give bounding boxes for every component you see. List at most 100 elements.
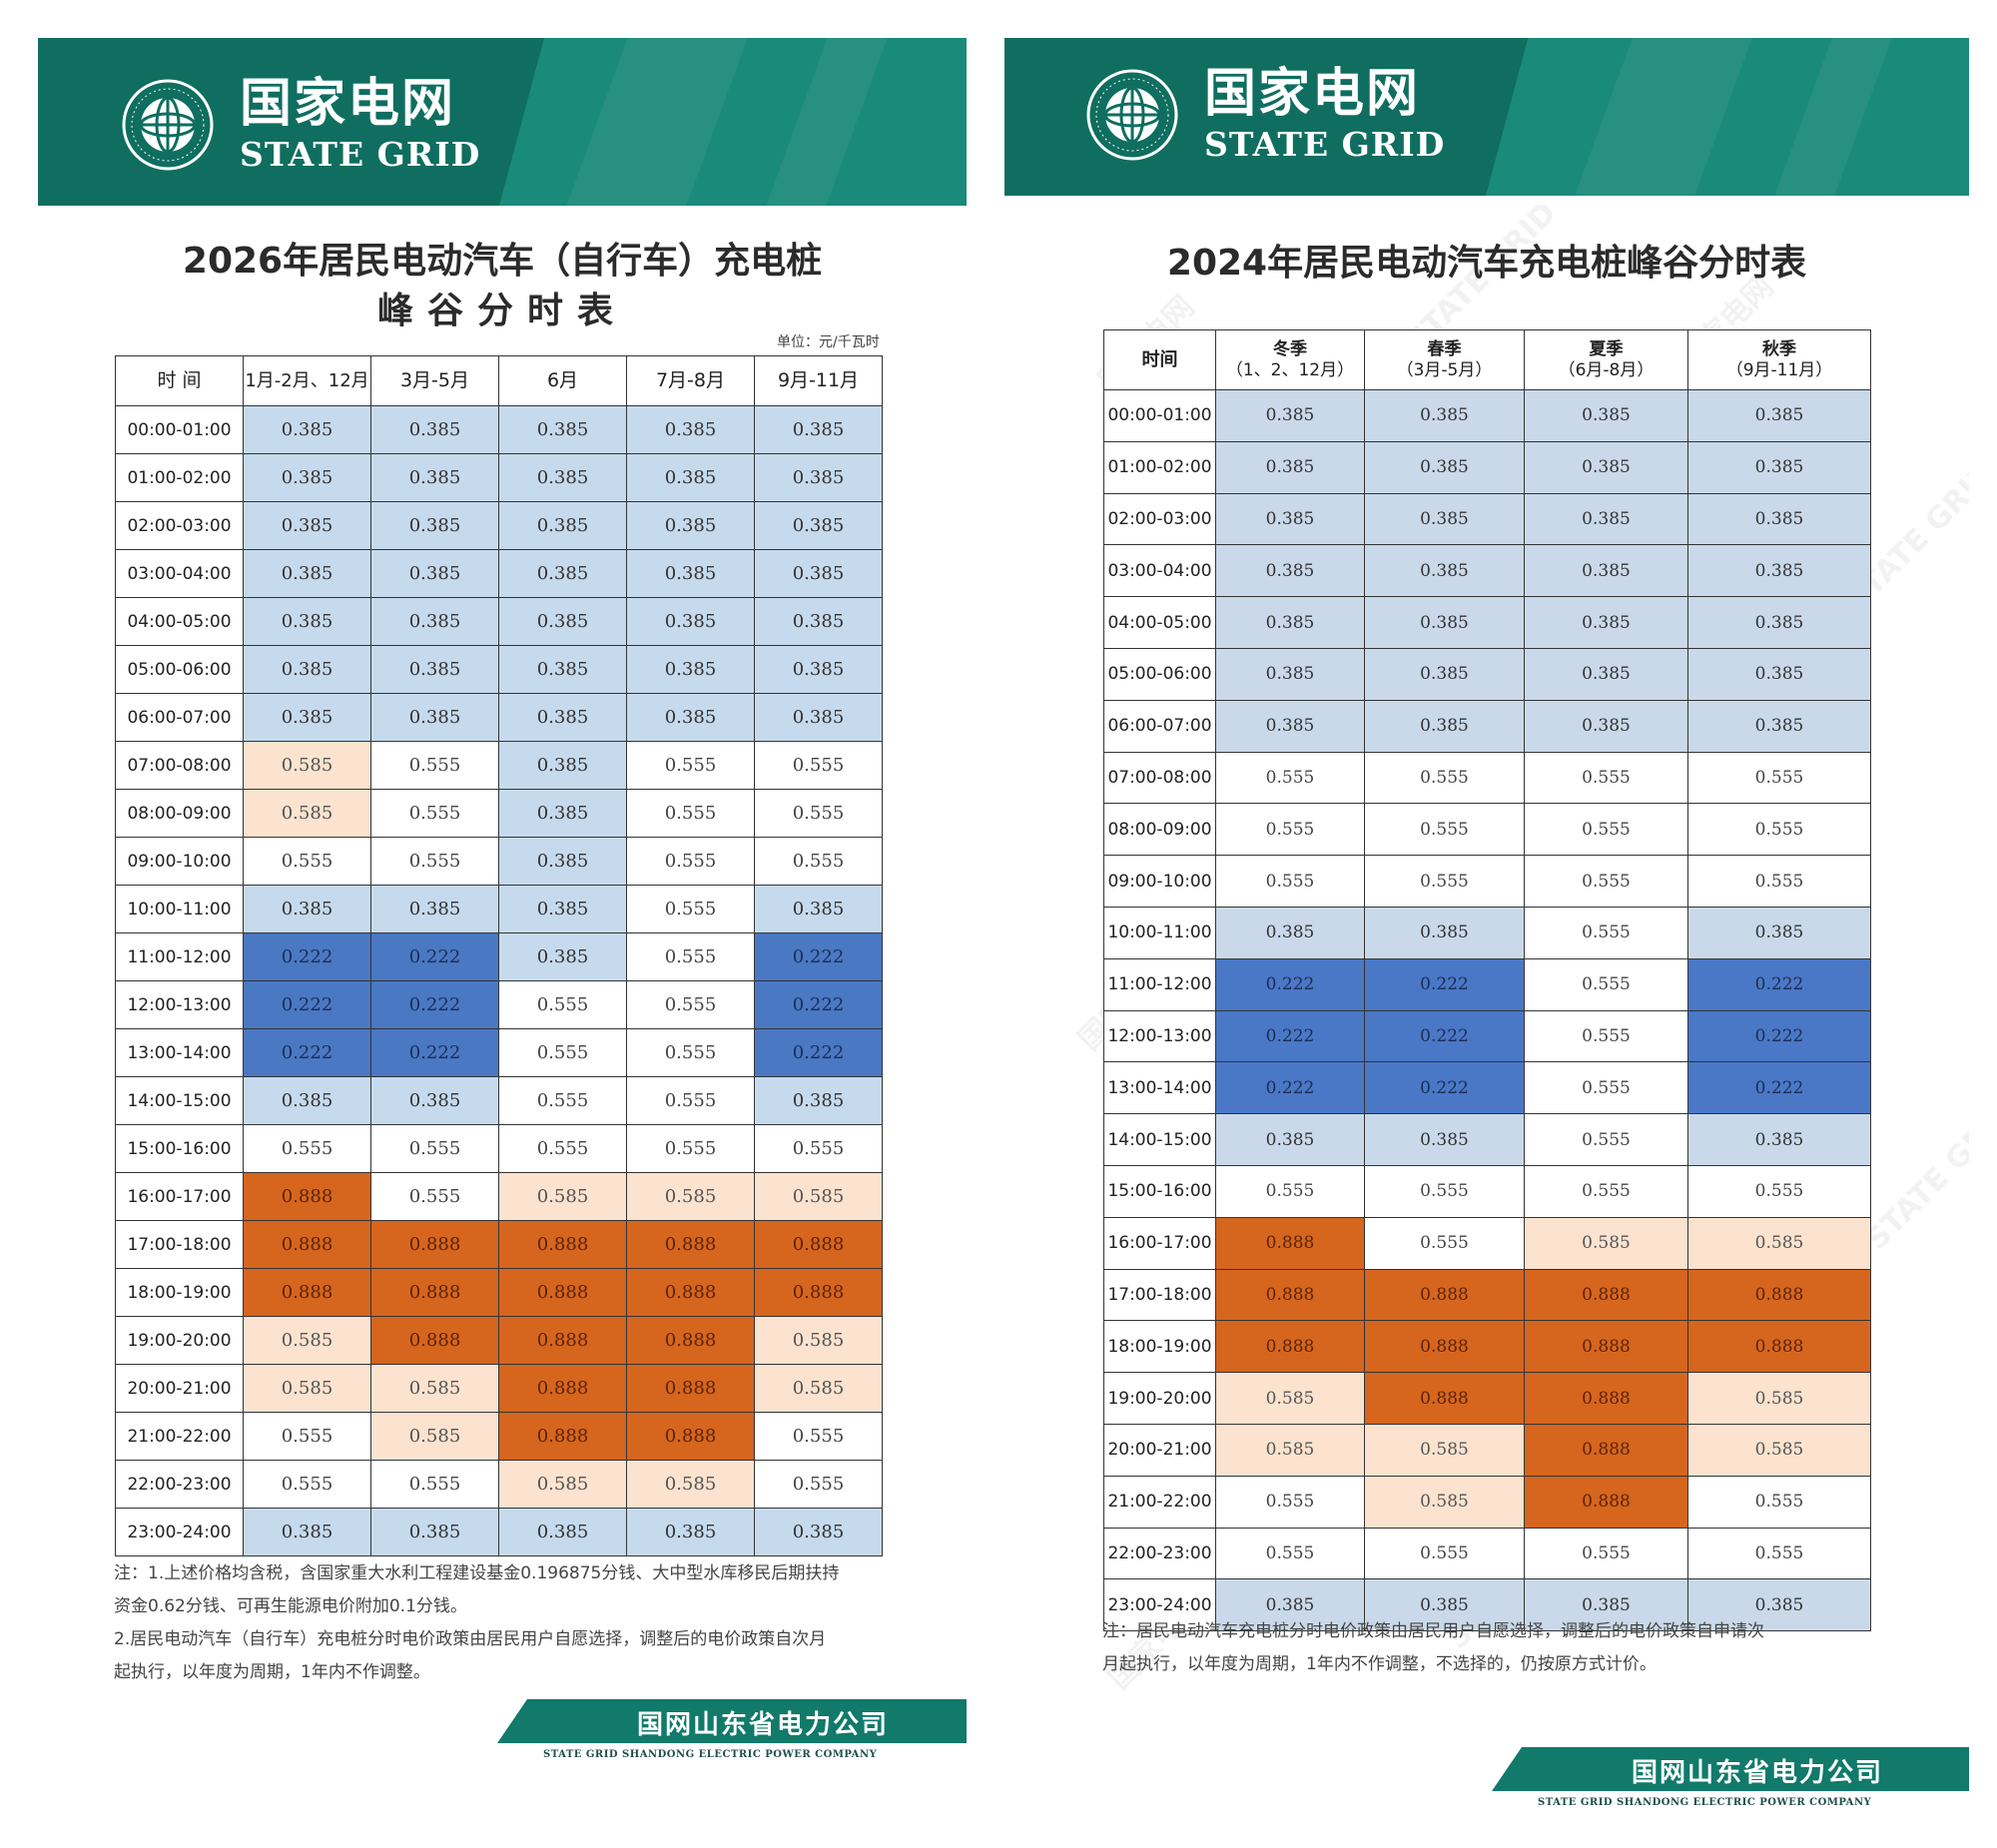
left-price-cell: 0.555 bbox=[626, 885, 755, 933]
left-price-cell: 0.555 bbox=[626, 789, 755, 838]
left-price-cell: 0.385 bbox=[370, 693, 499, 742]
left-price-cell: 0.385 bbox=[626, 645, 755, 694]
right-price-cell: 0.385 bbox=[1524, 1578, 1688, 1632]
left-price-cell: 0.888 bbox=[243, 1268, 371, 1317]
left-price-cell: 0.555 bbox=[626, 1076, 755, 1125]
right-table-row: 20:00-21:00 0.585 0.585 0.888 0.585 bbox=[1103, 1423, 1871, 1477]
left-price-cell: 0.385 bbox=[243, 693, 371, 742]
left-price-cell: 0.585 bbox=[754, 1172, 883, 1221]
left-price-cell: 0.385 bbox=[370, 885, 499, 933]
left-price-cell: 0.222 bbox=[754, 932, 883, 981]
right-time-cell: 07:00-08:00 bbox=[1103, 751, 1216, 805]
left-footer-company-en: STATE GRID SHANDONG ELECTRIC POWER COMPA… bbox=[543, 1749, 878, 1760]
left-price-cell: 0.888 bbox=[626, 1268, 755, 1317]
right-price-cell: 0.385 bbox=[1524, 389, 1688, 442]
left-price-cell: 0.222 bbox=[370, 1028, 499, 1077]
right-price-cell: 0.585 bbox=[1215, 1372, 1365, 1425]
right-price-cell: 0.555 bbox=[1524, 1061, 1688, 1115]
left-footer-band-shape bbox=[497, 1699, 967, 1743]
right-logo-cn: 国家电网 bbox=[1204, 64, 1421, 124]
right-price-cell: 0.385 bbox=[1364, 389, 1525, 442]
right-price-cell: 0.222 bbox=[1687, 1061, 1871, 1115]
left-price-cell: 0.555 bbox=[626, 741, 755, 790]
right-time-cell: 17:00-18:00 bbox=[1103, 1268, 1216, 1322]
right-price-cell: 0.385 bbox=[1524, 492, 1688, 546]
left-price-cell: 0.888 bbox=[754, 1220, 883, 1269]
left-table-row: 07:00-08:00 0.585 0.555 0.385 0.555 0.555 bbox=[115, 741, 883, 790]
left-table-row: 10:00-11:00 0.385 0.385 0.385 0.555 0.385 bbox=[115, 885, 883, 933]
right-time-cell: 10:00-11:00 bbox=[1103, 906, 1216, 959]
right-price-cell: 0.555 bbox=[1215, 1475, 1365, 1529]
left-price-cell: 0.888 bbox=[370, 1316, 499, 1365]
right-price-cell: 0.555 bbox=[1364, 751, 1525, 805]
left-time-cell: 06:00-07:00 bbox=[115, 693, 244, 742]
left-price-cell: 0.385 bbox=[754, 549, 883, 598]
right-table-row: 16:00-17:00 0.888 0.555 0.585 0.585 bbox=[1103, 1216, 1871, 1270]
left-price-cell: 0.555 bbox=[370, 837, 499, 886]
left-table-row: 04:00-05:00 0.385 0.385 0.385 0.385 0.385 bbox=[115, 597, 883, 646]
left-time-cell: 09:00-10:00 bbox=[115, 837, 244, 886]
left-price-cell: 0.385 bbox=[370, 597, 499, 646]
left-header-jul-aug: 7月-8月 bbox=[626, 355, 755, 406]
left-price-cell: 0.385 bbox=[626, 597, 755, 646]
right-table-row: 15:00-16:00 0.555 0.555 0.555 0.555 bbox=[1103, 1164, 1871, 1218]
right-price-cell: 0.888 bbox=[1524, 1372, 1688, 1425]
left-price-cell: 0.555 bbox=[626, 932, 755, 981]
right-price-cell: 0.888 bbox=[1524, 1320, 1688, 1374]
left-logo-en: STATE GRID bbox=[240, 135, 481, 174]
left-table-row: 02:00-03:00 0.385 0.385 0.385 0.385 0.385 bbox=[115, 501, 883, 550]
left-price-cell: 0.585 bbox=[626, 1172, 755, 1221]
right-price-cell: 0.888 bbox=[1364, 1268, 1525, 1322]
right-banner: 国家电网 STATE GRID bbox=[1004, 38, 1969, 196]
left-price-cell: 0.585 bbox=[754, 1364, 883, 1413]
left-price-cell: 0.385 bbox=[754, 1508, 883, 1556]
left-price-cell: 0.555 bbox=[626, 980, 755, 1029]
right-table-row: 07:00-08:00 0.555 0.555 0.555 0.555 bbox=[1103, 751, 1871, 805]
right-table-row: 08:00-09:00 0.555 0.555 0.555 0.555 bbox=[1103, 803, 1871, 857]
left-rate-table: 时 间 1月-2月、12月 3月-5月 6月 7月-8月 9月-11月 00:0… bbox=[115, 355, 883, 1556]
left-table-row: 00:00-01:00 0.385 0.385 0.385 0.385 0.385 bbox=[115, 405, 883, 454]
left-price-cell: 0.385 bbox=[243, 645, 371, 694]
right-price-cell: 0.385 bbox=[1215, 544, 1365, 598]
left-price-cell: 0.555 bbox=[243, 837, 371, 886]
right-title: 2024年居民电动汽车充电桩峰谷分时表 bbox=[1166, 243, 1807, 284]
left-price-cell: 0.888 bbox=[626, 1316, 755, 1365]
right-header-summer: 夏季 （6月-8月） bbox=[1524, 329, 1688, 390]
right-price-cell: 0.888 bbox=[1524, 1423, 1688, 1477]
right-price-cell: 0.555 bbox=[1215, 751, 1365, 805]
right-time-cell: 01:00-02:00 bbox=[1103, 440, 1216, 494]
right-price-cell: 0.385 bbox=[1215, 440, 1365, 494]
right-price-cell: 0.585 bbox=[1687, 1216, 1871, 1270]
right-price-cell: 0.385 bbox=[1364, 699, 1525, 753]
right-table-row: 23:00-24:00 0.385 0.385 0.385 0.385 bbox=[1103, 1578, 1871, 1632]
left-time-cell: 03:00-04:00 bbox=[115, 549, 244, 598]
left-price-cell: 0.385 bbox=[370, 501, 499, 550]
right-price-cell: 0.222 bbox=[1215, 1009, 1365, 1063]
left-table-row: 21:00-22:00 0.555 0.585 0.888 0.888 0.555 bbox=[115, 1412, 883, 1461]
left-price-cell: 0.385 bbox=[243, 453, 371, 502]
right-price-cell: 0.385 bbox=[1215, 647, 1365, 701]
left-price-cell: 0.385 bbox=[498, 645, 627, 694]
right-footer-company-en: STATE GRID SHANDONG ELECTRIC POWER COMPA… bbox=[1538, 1797, 1872, 1808]
right-price-cell: 0.585 bbox=[1364, 1423, 1525, 1477]
right-price-cell: 0.385 bbox=[1215, 906, 1365, 959]
left-price-cell: 0.585 bbox=[370, 1364, 499, 1413]
left-price-cell: 0.585 bbox=[498, 1172, 627, 1221]
right-time-cell: 22:00-23:00 bbox=[1103, 1527, 1216, 1580]
left-table-row: 11:00-12:00 0.222 0.222 0.385 0.555 0.222 bbox=[115, 932, 883, 981]
left-table-row: 14:00-15:00 0.385 0.385 0.555 0.555 0.385 bbox=[115, 1076, 883, 1125]
right-table-row: 04:00-05:00 0.385 0.385 0.385 0.385 bbox=[1103, 596, 1871, 649]
right-price-cell: 0.555 bbox=[1524, 803, 1688, 857]
state-grid-seal-icon bbox=[122, 79, 214, 170]
left-time-cell: 01:00-02:00 bbox=[115, 453, 244, 502]
right-price-cell: 0.385 bbox=[1215, 1113, 1365, 1166]
right-table-row: 02:00-03:00 0.385 0.385 0.385 0.385 bbox=[1103, 492, 1871, 546]
left-header-time: 时 间 bbox=[115, 355, 244, 406]
left-header-jan-feb-dec: 1月-2月、12月 bbox=[243, 355, 371, 406]
left-table-row: 16:00-17:00 0.888 0.555 0.585 0.585 0.585 bbox=[115, 1172, 883, 1221]
left-price-cell: 0.385 bbox=[498, 837, 627, 886]
left-price-cell: 0.888 bbox=[370, 1220, 499, 1269]
left-note-line: 2.居民电动汽车（自行车）充电桩分时电价政策由居民用户自愿选择，调整后的电价政策… bbox=[114, 1629, 827, 1649]
right-price-cell: 0.385 bbox=[1364, 544, 1525, 598]
right-price-cell: 0.385 bbox=[1364, 1113, 1525, 1166]
